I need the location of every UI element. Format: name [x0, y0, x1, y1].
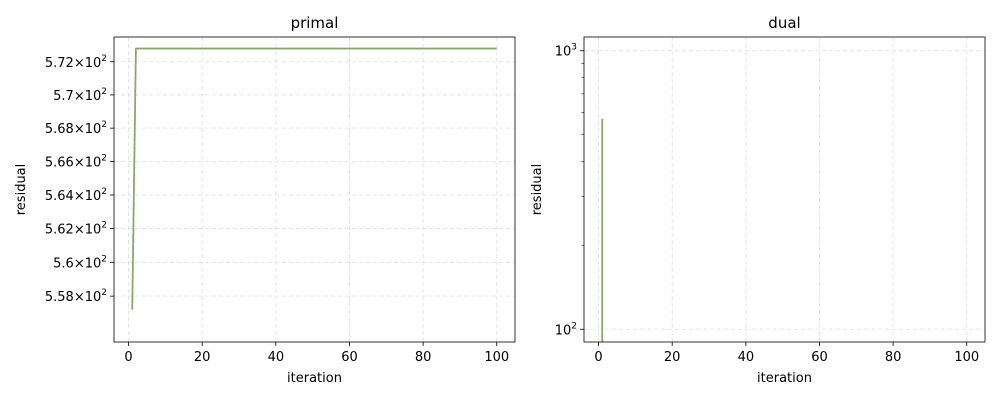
- chart-0-x-tick-label: 40: [268, 350, 285, 365]
- chart-0-y-tick-label: 5.68×102: [45, 120, 107, 137]
- chart-1-x-tick-label: 20: [664, 350, 681, 365]
- chart-1-axes-frame: [584, 37, 985, 342]
- chart-0-series-line: [132, 49, 497, 310]
- dual-chart-panel: 0 20 40 60 80 100 102 103 dual iteration residual: [530, 14, 985, 386]
- chart-1-ylabel: residual: [530, 164, 545, 216]
- chart-0-x-tick-label: 80: [415, 350, 432, 365]
- chart-0-y-tick-label: 5.72×102: [45, 54, 107, 71]
- chart-1-x-tick-label: 60: [811, 350, 828, 365]
- chart-0-y-tick-label: 5.7×102: [53, 87, 107, 104]
- chart-1-y-tick-label: 102: [555, 321, 577, 338]
- chart-0-x-tick-label: 0: [124, 350, 132, 365]
- chart-1-x-tick-label: 40: [738, 350, 755, 365]
- chart-0-y-tick-label: 5.6×102: [53, 254, 107, 271]
- chart-0-y-tick-label: 5.62×102: [45, 221, 107, 238]
- chart-0-title: primal: [291, 14, 339, 32]
- chart-1-xlabel: iteration: [757, 371, 812, 386]
- chart-0-x-tick-label: 20: [194, 350, 211, 365]
- chart-1-title: dual: [768, 14, 800, 32]
- chart-1-x-tick-label: 80: [885, 350, 902, 365]
- chart-1-x-tick-label: 0: [594, 350, 602, 365]
- chart-0-ylabel: residual: [14, 164, 29, 216]
- chart-0-y-tick-label: 5.64×102: [45, 187, 107, 204]
- chart-0-x-tick-label: 100: [484, 350, 509, 365]
- chart-0-axes-frame: [114, 37, 515, 342]
- chart-0-x-tick-label: 60: [341, 350, 358, 365]
- chart-1-x-tick-label: 100: [954, 350, 979, 365]
- chart-1-y-tick-label: 103: [555, 43, 577, 60]
- chart-0-y-tick-label: 5.58×102: [45, 288, 107, 305]
- chart-0-y-tick-label: 5.66×102: [45, 153, 107, 170]
- chart-0-xlabel: iteration: [287, 371, 342, 386]
- primal-chart-panel: 0 20 40 60 80 100 5.58×102 5.6×102 5.62×102 5.64×…: [14, 14, 515, 386]
